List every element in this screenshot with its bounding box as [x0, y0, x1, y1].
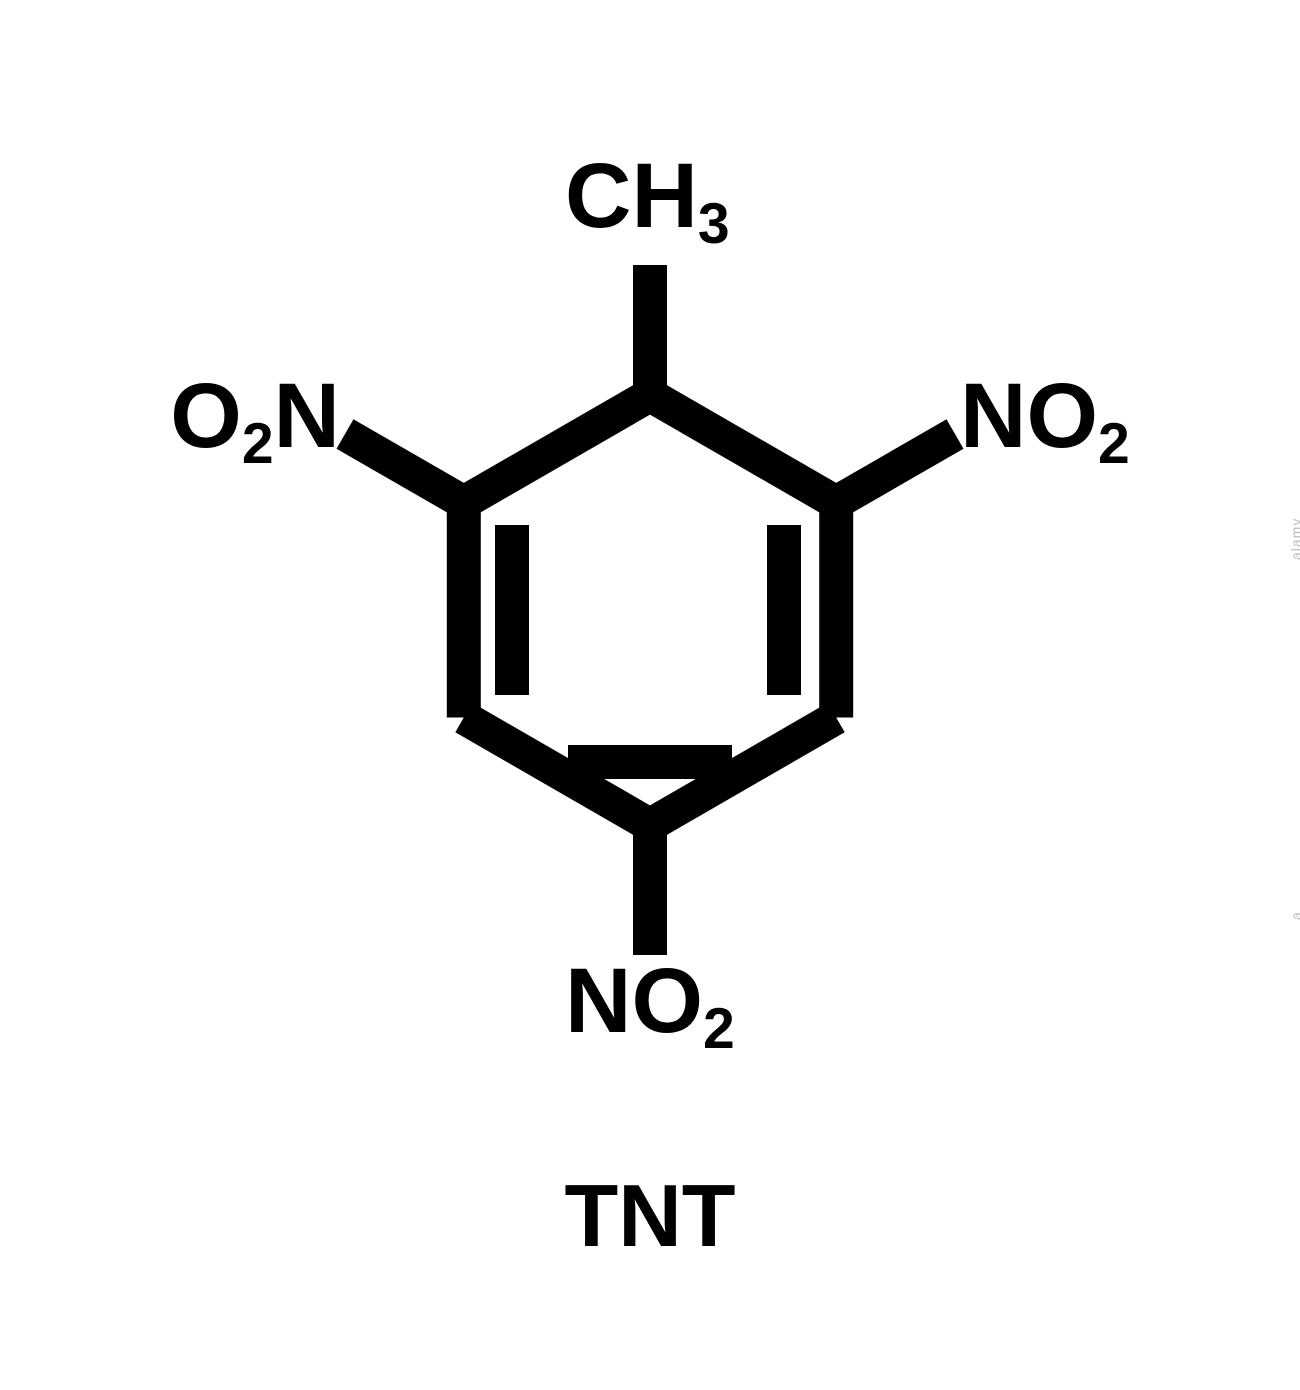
label-o2n-left: O2N	[170, 370, 340, 462]
label-ch3: CH3	[565, 150, 730, 242]
label-no2-bottom: NO2	[565, 955, 735, 1047]
watermark: a l a m y	[1288, 907, 1300, 920]
diagram-canvas: CH3 NO2 O2N NO2 TNT a l a m y alamy	[0, 0, 1300, 1390]
watermark-2: alamy	[1288, 518, 1300, 560]
molecule-title: TNT	[530, 1165, 770, 1267]
label-no2-right: NO2	[960, 370, 1130, 462]
